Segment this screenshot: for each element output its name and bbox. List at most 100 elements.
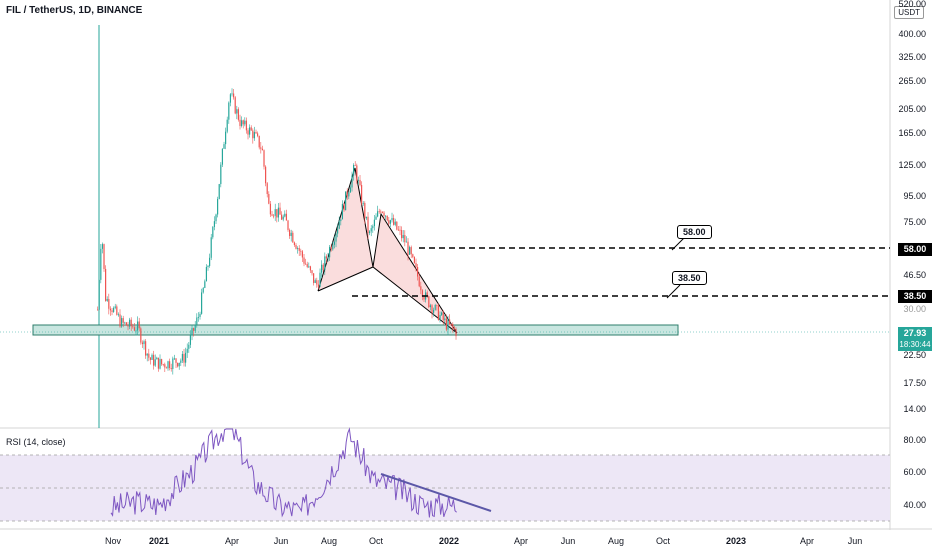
candle-body: [121, 318, 123, 327]
time-label-apr-2022: Apr: [513, 536, 528, 546]
current-price-tag[interactable]: 27.93 18:30:44: [898, 327, 932, 351]
candle-body: [156, 357, 158, 360]
candle-body: [332, 244, 334, 250]
candle-body: [98, 279, 100, 310]
candle-body: [276, 209, 278, 218]
candle-body: [185, 352, 187, 363]
candle-body: [242, 120, 244, 125]
candle-body: [149, 357, 152, 360]
time-label-jun-2023: Jun: [847, 536, 863, 546]
candle-body: [255, 132, 257, 134]
candle-body: [317, 284, 320, 287]
callout-bottom[interactable]: 38.50: [672, 271, 707, 285]
candle-body: [287, 220, 289, 230]
candle-body: [452, 324, 454, 328]
candle-body: [151, 354, 153, 360]
candle-body: [410, 247, 412, 255]
price-label-95: 95.00: [903, 191, 926, 201]
candle-body: [111, 310, 113, 312]
rsi-axis-60: 60.00: [903, 467, 926, 477]
candle-body: [161, 359, 163, 365]
time-label-aug-2021: Aug: [320, 536, 337, 546]
rsi-trendline[interactable]: [380, 473, 492, 512]
level-high-tag[interactable]: 58.00: [898, 243, 932, 256]
candle-body: [329, 246, 331, 258]
time-label-apr-2021: Apr: [224, 536, 239, 546]
support-zone[interactable]: [32, 324, 679, 336]
candle-body: [205, 266, 208, 282]
candle-body: [394, 221, 396, 225]
candle-body: [162, 364, 164, 366]
candle-body: [345, 191, 347, 211]
candle-body: [373, 219, 376, 227]
callout-top[interactable]: 58.00: [677, 225, 712, 239]
harmonic-pattern[interactable]: [317, 167, 458, 334]
candle-body: [319, 272, 321, 287]
candle-body: [180, 360, 182, 363]
candle-body: [356, 165, 358, 181]
candle-body: [265, 166, 267, 184]
candle-body: [140, 328, 142, 343]
candle-body: [378, 211, 380, 213]
harmonic-left-triangle: [318, 168, 373, 291]
time-label-2021: 2021: [148, 536, 170, 546]
candle-body: [209, 257, 211, 266]
candle-body: [370, 228, 372, 232]
candle-body: [269, 203, 272, 215]
candle-body: [361, 185, 363, 204]
candle-body: [215, 214, 217, 222]
candle-body: [239, 119, 241, 126]
rsi-line[interactable]: [110, 427, 457, 518]
time-label-nov: Nov: [104, 536, 121, 546]
candle-body: [199, 313, 201, 317]
candle-body: [412, 254, 414, 258]
candle-body: [449, 319, 451, 324]
candle-body: [191, 328, 193, 336]
rsi-axis-40: 40.00: [903, 500, 926, 510]
candle-body: [234, 97, 236, 114]
candle-body: [228, 102, 230, 120]
time-label-2023: 2023: [725, 536, 747, 546]
candle-body: [202, 287, 204, 293]
candle-body: [436, 304, 438, 306]
candle-body: [429, 305, 432, 308]
candle-body: [141, 342, 144, 345]
candle-body: [364, 203, 366, 219]
level-low-tag[interactable]: 38.50: [898, 290, 932, 303]
candle-body: [157, 357, 160, 369]
price-label-165: 165.00: [898, 128, 926, 138]
candle-body: [231, 93, 233, 95]
candle-body: [260, 147, 262, 149]
candle-body: [385, 215, 387, 217]
candle-body: [418, 276, 420, 287]
candle-body: [330, 246, 332, 250]
candle-body: [108, 299, 110, 309]
candle-body: [281, 214, 283, 220]
candle-body: [218, 184, 220, 199]
callout-bottom-pointer: [666, 284, 681, 299]
time-label-2022: 2022: [438, 536, 460, 546]
harmonic-right-triangle: [373, 214, 457, 333]
currency-badge[interactable]: USDT: [894, 6, 924, 19]
candle-body: [290, 232, 292, 237]
candle-body: [311, 270, 313, 274]
candle-body: [381, 212, 384, 213]
candle-body: [405, 241, 408, 243]
candle-body: [431, 305, 433, 313]
candle-body: [153, 354, 155, 366]
symbol-title[interactable]: FIL / TetherUS, 1D, BINANCE: [6, 5, 143, 16]
candle-body: [409, 247, 411, 255]
candle-body: [351, 175, 353, 188]
candle-body: [292, 232, 294, 243]
candle-body: [178, 362, 180, 367]
candle-body: [114, 306, 116, 308]
price-label-14: 14.00: [903, 404, 926, 414]
candle-body: [266, 183, 268, 195]
candle-body: [146, 353, 148, 356]
candle-body: [362, 203, 364, 204]
rsi-label[interactable]: RSI (14, close): [6, 437, 66, 447]
current-price-value: 27.93: [903, 328, 927, 338]
candle-body: [337, 228, 339, 234]
candle-body: [346, 191, 348, 197]
